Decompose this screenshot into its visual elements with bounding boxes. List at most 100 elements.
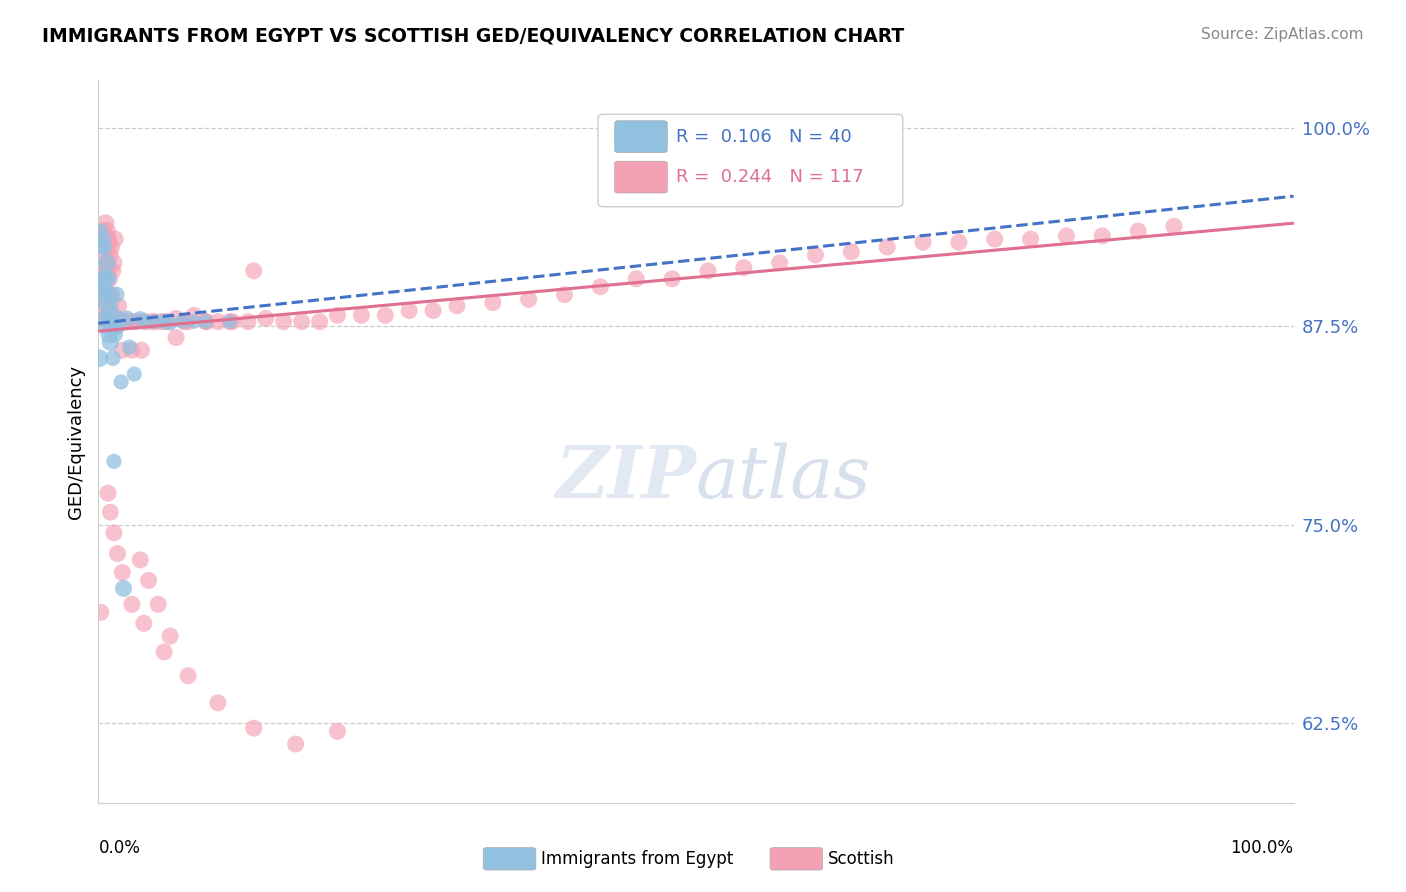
Point [90,303,112,318]
Text: ZIP: ZIP [555,442,696,513]
Point [661,272,683,286]
Text: Scottish: Scottish [827,850,894,868]
Point [103,525,125,540]
Point [101,264,124,278]
Point [107,315,129,329]
Point [350,308,373,322]
Point [93,264,115,278]
Point [104,327,127,342]
Point [114,315,136,329]
Point [172,315,194,329]
Point [105,315,128,329]
Point [132,616,155,631]
Point [177,669,200,683]
Point [236,315,259,329]
Point [911,235,934,250]
Point [446,299,468,313]
Point [1019,232,1042,246]
Point [97,272,120,286]
FancyBboxPatch shape [598,114,903,207]
Point [97,486,120,500]
Point [142,315,165,329]
Point [94,287,117,301]
Point [984,232,1007,246]
Point [111,343,134,358]
Text: R =  0.244   N = 117: R = 0.244 N = 117 [676,168,863,186]
Point [89,351,111,366]
Point [219,315,242,329]
Point [118,340,141,354]
Point [124,315,146,329]
Point [103,256,125,270]
Point [96,256,118,270]
Point [422,303,444,318]
Point [374,308,396,322]
Point [768,256,790,270]
Point [1091,228,1114,243]
Point [148,597,170,611]
Point [876,240,898,254]
Point [94,299,117,313]
Point [112,582,135,596]
Point [98,299,122,313]
Text: 0.0%: 0.0% [98,838,141,857]
Point [243,264,266,278]
Point [91,256,114,270]
Point [107,547,129,561]
Point [98,335,122,350]
Point [131,343,153,358]
Point [94,216,117,230]
FancyBboxPatch shape [484,847,536,870]
Point [517,293,540,307]
Text: 100.0%: 100.0% [1230,838,1294,857]
Point [108,315,131,329]
Point [89,264,111,278]
Point [93,240,115,254]
Point [273,315,295,329]
Point [554,287,576,301]
Point [145,315,167,329]
Point [91,287,114,301]
Point [308,315,330,329]
Text: R =  0.106   N = 40: R = 0.106 N = 40 [676,128,852,145]
Point [221,315,243,329]
Point [153,315,176,329]
Point [129,311,152,326]
Point [948,235,970,250]
Point [291,315,314,329]
Point [96,256,118,270]
Point [398,303,420,318]
Point [93,311,115,326]
Point [90,605,112,619]
Point [207,315,229,329]
Point [97,232,120,246]
Point [98,505,122,519]
Point [135,315,157,329]
Point [697,264,720,278]
Point [111,566,134,580]
Point [98,235,121,250]
Point [94,248,117,262]
Text: Immigrants from Egypt: Immigrants from Egypt [541,850,733,868]
Point [1163,219,1185,234]
Point [98,287,121,301]
Point [115,311,138,326]
Point [626,272,648,286]
Point [173,315,195,329]
Point [121,343,143,358]
Point [153,645,176,659]
Point [98,327,121,342]
Point [107,311,129,326]
Point [138,574,160,588]
Point [107,311,129,326]
Point [103,454,125,468]
Point [96,224,118,238]
Point [96,287,118,301]
Point [326,724,349,739]
Point [107,299,129,313]
Point [93,232,115,246]
Point [94,311,117,326]
Text: Source: ZipAtlas.com: Source: ZipAtlas.com [1201,27,1364,42]
Point [156,315,179,329]
Point [326,308,349,322]
